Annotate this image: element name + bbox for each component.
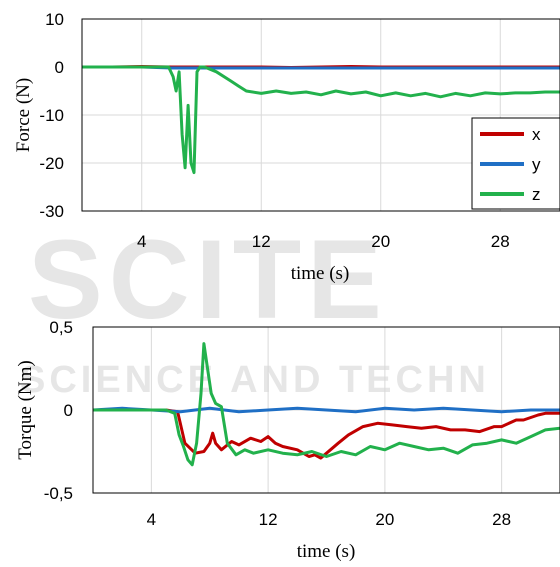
- y-tick-label: -20: [39, 154, 64, 173]
- series-line-y: [93, 406, 560, 414]
- x-tick-label: 12: [259, 510, 278, 529]
- legend-label-y: y: [532, 155, 541, 174]
- force-x-axis-label: time (s): [291, 263, 350, 284]
- series-line-z: [82, 65, 560, 175]
- watermark: SCITE SCIENCE AND TECHN: [20, 217, 490, 401]
- force-y-axis-label: Force (N): [13, 78, 34, 152]
- force-x-ticks: 4 12 20 28: [137, 232, 510, 251]
- torque-series-group: [93, 342, 560, 467]
- torque-x-ticks: 4 12 20 28: [147, 510, 511, 529]
- legend-entries: xyz: [480, 125, 541, 204]
- x-tick-label: 28: [491, 232, 510, 251]
- torque-plot-frame: [92, 326, 560, 494]
- y-tick-label: 10: [45, 10, 64, 29]
- y-tick-label: 0: [55, 58, 64, 77]
- force-y-ticks: 10 0 -10 -20 -30: [39, 10, 64, 221]
- y-tick-label: 0: [64, 401, 73, 420]
- torque-y-axis-label: Torque (Nm): [15, 360, 36, 459]
- force-series-group: [82, 65, 560, 175]
- torque-chart: 0,5 0 -0,5 4 12 20 28 time (s) Torque (Nm): [15, 318, 560, 562]
- watermark-line2: SCIENCE AND TECHN: [20, 359, 490, 401]
- x-tick-label: 28: [492, 510, 511, 529]
- y-tick-label: 0,5: [49, 318, 73, 337]
- x-tick-label: 20: [371, 232, 390, 251]
- torque-y-ticks: 0,5 0 -0,5: [44, 318, 73, 503]
- x-tick-label: 12: [252, 232, 271, 251]
- series-line-x: [93, 408, 560, 460]
- watermark-line1: SCITE: [28, 217, 388, 342]
- legend-label-x: x: [532, 125, 541, 144]
- x-tick-label: 4: [137, 232, 146, 251]
- y-tick-label: -0,5: [44, 484, 73, 503]
- legend-label-z: z: [532, 185, 541, 204]
- torque-x-axis-label: time (s): [297, 541, 356, 562]
- x-tick-label: 4: [147, 510, 156, 529]
- force-plot-frame: [81, 18, 560, 212]
- force-chart: 100-10-20-30 4 12 20 28 time (s) Force (N) …: [13, 10, 560, 284]
- y-tick-label: -30: [39, 202, 64, 221]
- series-line-z: [93, 342, 560, 467]
- x-tick-label: 20: [375, 510, 394, 529]
- y-tick-label: -10: [39, 106, 64, 125]
- force-legend: xyz: [471, 117, 560, 210]
